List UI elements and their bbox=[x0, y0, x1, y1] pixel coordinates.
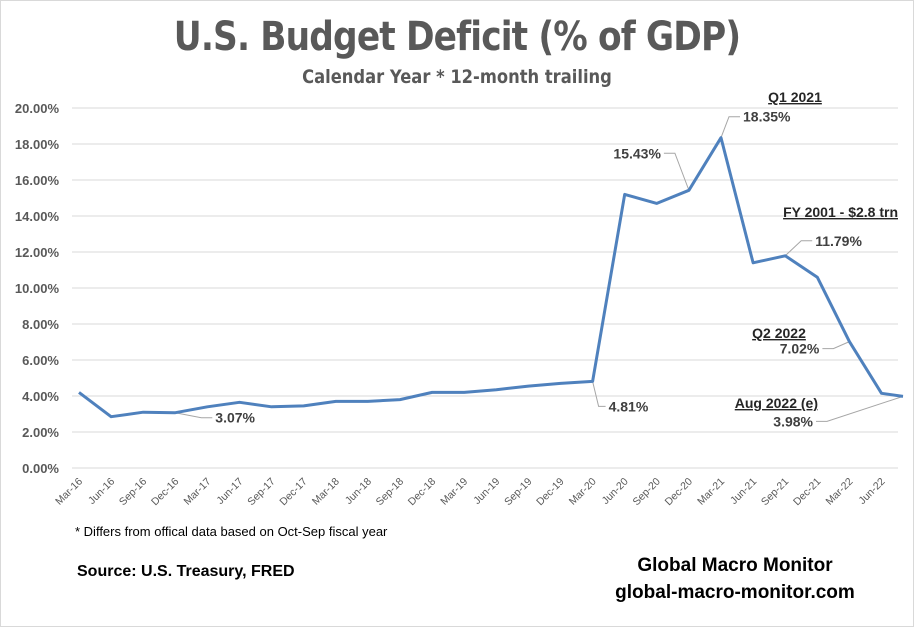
data-point bbox=[398, 398, 402, 402]
data-label: 7.02% bbox=[780, 341, 820, 357]
x-tick-label: Mar-19 bbox=[438, 476, 470, 508]
leader-line bbox=[663, 152, 690, 191]
y-tick-label: 0.00% bbox=[22, 461, 59, 476]
x-tick-label: Mar-21 bbox=[695, 476, 727, 508]
data-point bbox=[526, 384, 530, 388]
series-line bbox=[78, 136, 904, 419]
brand-url[interactable]: global-macro-monitor.com bbox=[615, 582, 855, 603]
footnote: * Differs from offical data based on Oct… bbox=[75, 524, 388, 539]
data-label: 3.07% bbox=[215, 410, 255, 426]
data-point bbox=[334, 399, 338, 403]
data-point bbox=[591, 379, 595, 383]
x-tick-label: Sep-21 bbox=[759, 476, 792, 509]
data-point bbox=[173, 411, 177, 415]
data-labels: 3.07% 4.81% 15.43% 18.35% 11.79% 7.02% 3.98% bbox=[215, 109, 862, 430]
x-tick-label: Jun-17 bbox=[214, 476, 245, 507]
x-tick-label: Jun-22 bbox=[856, 476, 887, 507]
leader-line bbox=[784, 240, 813, 257]
x-tick-label: Sep-16 bbox=[117, 476, 150, 509]
y-tick-label: 8.00% bbox=[22, 317, 59, 332]
x-tick-label: Jun-18 bbox=[343, 476, 374, 507]
gridlines bbox=[72, 107, 898, 469]
x-tick-label: Mar-18 bbox=[310, 476, 342, 508]
data-point bbox=[270, 405, 274, 409]
x-tick-label: Jun-20 bbox=[600, 476, 631, 507]
x-tick-label: Jun-19 bbox=[471, 476, 502, 507]
data-point bbox=[302, 404, 306, 408]
data-point bbox=[901, 394, 905, 398]
chart-title: U.S. Budget Deficit (% of GDP) bbox=[173, 14, 741, 60]
chart-subtitle: Calendar Year * 12-month trailing bbox=[302, 66, 612, 88]
data-point bbox=[430, 390, 434, 394]
data-point bbox=[751, 261, 755, 265]
data-label: 11.79% bbox=[815, 233, 862, 249]
leader-line bbox=[816, 395, 904, 422]
data-point bbox=[719, 136, 723, 140]
data-point bbox=[462, 390, 466, 394]
x-tick-label: Dec-20 bbox=[663, 476, 696, 509]
data-point bbox=[238, 400, 242, 404]
y-tick-label: 4.00% bbox=[22, 389, 59, 404]
data-point bbox=[880, 391, 884, 395]
x-tick-label: Mar-16 bbox=[53, 476, 85, 508]
data-point bbox=[494, 388, 498, 392]
data-points bbox=[77, 136, 905, 419]
brand-block: Global Macro Monitor global-macro-monito… bbox=[580, 552, 890, 606]
data-point bbox=[783, 254, 787, 258]
leader-line bbox=[720, 116, 740, 138]
leader-line bbox=[175, 412, 213, 419]
x-tick-label: Dec-17 bbox=[277, 476, 310, 509]
leader-line bbox=[822, 341, 850, 350]
data-point bbox=[141, 410, 145, 414]
annotation-label: Aug 2022 (e) bbox=[735, 395, 818, 411]
x-tick-label: Dec-19 bbox=[534, 476, 567, 509]
x-tick-label: Mar-17 bbox=[182, 476, 214, 508]
y-tick-label: 20.00% bbox=[15, 101, 60, 116]
x-axis-ticks: Mar-16 Jun-16 Sep-16 Dec-16 Mar-17 Jun-17 Sep-… bbox=[53, 476, 888, 509]
data-point bbox=[559, 381, 563, 385]
source-note: Source: U.S. Treasury, FRED bbox=[77, 563, 295, 580]
leader-lines bbox=[175, 116, 904, 422]
data-point bbox=[847, 340, 851, 344]
data-label: 18.35% bbox=[743, 109, 791, 125]
x-tick-label: Sep-17 bbox=[245, 476, 278, 509]
data-point bbox=[655, 201, 659, 205]
y-tick-label: 6.00% bbox=[22, 353, 59, 368]
data-label: 4.81% bbox=[609, 398, 649, 414]
data-point bbox=[623, 192, 627, 196]
x-tick-label: Dec-21 bbox=[791, 476, 824, 509]
data-point bbox=[109, 415, 113, 419]
y-tick-label: 16.00% bbox=[15, 173, 60, 188]
annotation-label: Q2 2022 bbox=[752, 325, 806, 341]
y-tick-label: 14.00% bbox=[15, 209, 60, 224]
data-label: 15.43% bbox=[613, 145, 661, 161]
x-tick-label: Mar-20 bbox=[567, 476, 599, 508]
leader-line bbox=[592, 381, 606, 407]
annotations: Q1 2021 FY 2001 - $2.8 trn Q2 2022 Aug 2022… bbox=[735, 89, 898, 411]
x-tick-label: Sep-19 bbox=[502, 476, 535, 509]
x-tick-label: Sep-18 bbox=[374, 476, 407, 509]
brand-name: Global Macro Monitor bbox=[637, 555, 833, 576]
x-tick-label: Sep-20 bbox=[630, 476, 663, 509]
y-tick-label: 18.00% bbox=[15, 137, 60, 152]
data-point bbox=[205, 405, 209, 409]
y-tick-label: 12.00% bbox=[15, 245, 60, 260]
y-tick-label: 2.00% bbox=[22, 425, 59, 440]
data-label: 3.98% bbox=[773, 413, 813, 429]
data-point bbox=[366, 399, 370, 403]
y-axis-ticks: 0.00% 2.00% 4.00% 6.00% 8.00% 10.00% 12.00% 14.… bbox=[15, 101, 60, 476]
annotation-label: Q1 2021 bbox=[768, 89, 822, 105]
data-point bbox=[77, 390, 81, 394]
y-tick-label: 10.00% bbox=[15, 281, 60, 296]
x-tick-label: Mar-22 bbox=[824, 476, 856, 508]
data-point bbox=[687, 188, 691, 192]
x-tick-label: Dec-18 bbox=[406, 476, 439, 509]
data-point bbox=[815, 275, 819, 279]
x-tick-label: Dec-16 bbox=[149, 476, 182, 509]
x-tick-label: Jun-16 bbox=[86, 476, 117, 507]
x-tick-label: Jun-21 bbox=[728, 476, 759, 507]
annotation-label: FY 2001 - $2.8 trn bbox=[783, 204, 898, 220]
